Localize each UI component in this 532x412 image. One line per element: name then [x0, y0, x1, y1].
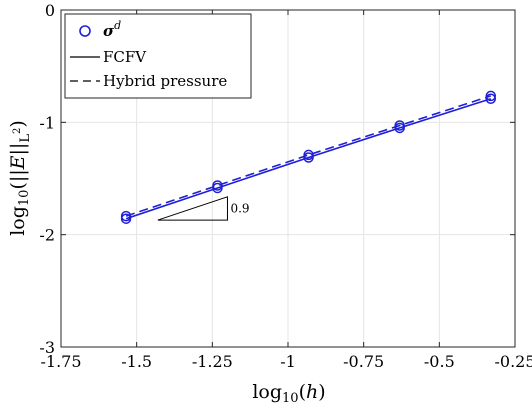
legend-box: [64, 13, 252, 99]
data-point-marker: [485, 93, 497, 104]
series-lines: [125, 95, 492, 220]
legend-label-markers: σd: [103, 19, 121, 40]
x-tick-label: -0.75: [343, 352, 384, 371]
x-tick-label: -1.25: [192, 352, 233, 371]
y-tick-label: -3: [39, 338, 55, 357]
y-tick-label: 0: [45, 1, 55, 20]
legend-label-hybrid: Hybrid pressure: [103, 72, 227, 90]
axis-ticks: -1.75 -1.5 -1.25 -1 -0.75 -0.5 -0.25 -3 -2 -1 0: [39, 1, 532, 371]
legend: σd FCFV Hybrid pressure: [64, 13, 252, 99]
slope-label: 0.9: [230, 201, 249, 215]
x-tick-label: -1.5: [121, 352, 152, 371]
data-point-marker: [485, 90, 497, 102]
data-point-marker: [120, 210, 132, 222]
series-line-hybrid-pressure: [125, 95, 492, 217]
y-axis-label: log10(||E||L2): [7, 120, 33, 236]
x-tick-label: -0.5: [424, 352, 455, 371]
slope-triangle-shape: [157, 196, 228, 221]
y-tick-label: -2: [39, 226, 55, 245]
data-markers: [120, 90, 497, 224]
data-point-marker: [303, 149, 314, 161]
y-tick-label: -1: [39, 113, 55, 132]
x-tick-label: -1: [280, 352, 296, 371]
x-tick-label: -1.75: [40, 352, 81, 371]
data-point-marker: [394, 120, 405, 131]
x-axis-label: log10(h): [252, 381, 325, 406]
legend-marker-icon: [79, 25, 91, 37]
legend-label-fcfv: FCFV: [103, 48, 147, 66]
data-point-marker: [212, 180, 223, 191]
slope-triangle: 0.9: [157, 196, 250, 221]
series-line-fcfv: [125, 97, 492, 220]
x-tick-label: -0.25: [494, 352, 532, 371]
